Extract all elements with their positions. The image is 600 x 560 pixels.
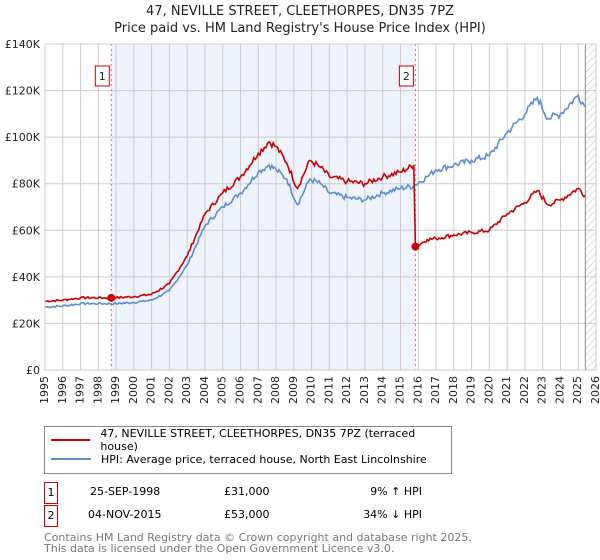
x-tick-label: 2000 (127, 376, 140, 404)
hatched-forecast-area (585, 44, 596, 370)
x-tick-label: 2025 (571, 376, 584, 404)
sale-badge-label: 1 (99, 70, 106, 83)
sale-point (107, 293, 116, 302)
sale-badge-label: 2 (403, 70, 410, 83)
chart-title: 47, NEVILLE STREET, CLEETHORPES, DN35 7P… (146, 4, 454, 19)
transaction-badge: 1 (44, 482, 58, 504)
transaction-hpi: 9% ↑ HPI (370, 485, 422, 498)
x-tick-label: 2004 (198, 376, 211, 404)
sale-badge (398, 65, 414, 87)
x-tick-label: 2006 (234, 376, 247, 404)
y-tick-label: £80K (12, 178, 41, 191)
y-tick-label: £20K (12, 317, 41, 330)
x-tick-label: 2021 (500, 376, 513, 404)
x-tick-label: 2005 (216, 376, 229, 404)
legend-label: HPI: Average price, terraced house, Nort… (101, 452, 427, 466)
x-tick-label: 2026 (589, 376, 600, 404)
legend-item-hpi: HPI: Average price, terraced house, Nort… (51, 450, 427, 468)
y-tick-label: £140K (5, 38, 41, 51)
transaction-hpi: 34% ↓ HPI (363, 508, 422, 521)
transaction-price: £53,000 (224, 508, 270, 521)
price-chart: 1995 1996 1997 1998 1999 2000 2001 2002 2003 2004… (5, 38, 600, 404)
y-tick-label: £0 (26, 364, 40, 377)
y-tick-label: £60K (12, 224, 41, 237)
series-line-property (44, 140, 586, 303)
transaction-price: £31,000 (224, 485, 270, 498)
series-line-hpi (44, 93, 586, 309)
x-tick-label: 2022 (518, 376, 531, 404)
legend-swatch-blue (51, 458, 91, 460)
y-tick-label: £100K (5, 131, 41, 144)
legend-item-property: 47, NEVILLE STREET, CLEETHORPES, DN35 7P… (51, 427, 451, 453)
x-tick-label: 2024 (553, 376, 566, 404)
x-tick-label: 2007 (251, 376, 264, 404)
transaction-date: 25-SEP-1998 (90, 485, 161, 498)
x-tick-label: 2020 (482, 376, 495, 404)
x-tick-label: 2011 (322, 376, 335, 404)
x-tick-label: 1999 (109, 376, 122, 404)
x-tick-label: 2016 (411, 376, 424, 404)
x-tick-label: 2013 (358, 376, 371, 404)
x-tick-label: 2009 (287, 376, 300, 404)
x-tick-label: 2017 (429, 376, 442, 404)
sale-point (411, 242, 420, 251)
footer-licence: This data is licensed under the Open Gov… (44, 542, 395, 555)
x-tick-label: 1995 (38, 376, 51, 404)
sale-badge (94, 65, 110, 87)
x-tick-label: 2003 (180, 376, 193, 404)
y-tick-label: £40K (12, 271, 41, 284)
x-tick-label: 2012 (340, 376, 353, 404)
x-tick-label: 2018 (447, 376, 460, 404)
x-tick-label: 2014 (376, 376, 389, 404)
x-tick-label: 2015 (393, 376, 406, 404)
legend-swatch-red (51, 439, 91, 441)
x-tick-label: 2019 (465, 376, 478, 404)
plot-frame (44, 43, 597, 371)
x-tick-label: 1996 (56, 376, 69, 404)
x-tick-label: 2008 (269, 376, 282, 404)
x-tick-label: 2023 (536, 376, 549, 404)
chart-subtitle: Price paid vs. HM Land Registry's House … (114, 21, 486, 36)
x-tick-label: 2010 (305, 376, 318, 404)
transaction-date: 04-NOV-2015 (88, 508, 162, 521)
y-tick-label: £120K (5, 85, 41, 98)
x-tick-label: 1998 (91, 376, 104, 404)
x-tick-label: 2002 (162, 376, 175, 404)
transaction-badge: 2 (44, 505, 58, 527)
x-tick-label: 2001 (145, 376, 158, 404)
shaded-ownership-period (111, 44, 416, 370)
legend-label: 47, NEVILLE STREET, CLEETHORPES, DN35 7P… (100, 427, 416, 453)
legend: 47, NEVILLE STREET, CLEETHORPES, DN35 7P… (44, 426, 452, 474)
footer-copyright: Contains HM Land Registry data © Crown c… (44, 531, 472, 544)
x-tick-label: 1997 (74, 376, 87, 404)
